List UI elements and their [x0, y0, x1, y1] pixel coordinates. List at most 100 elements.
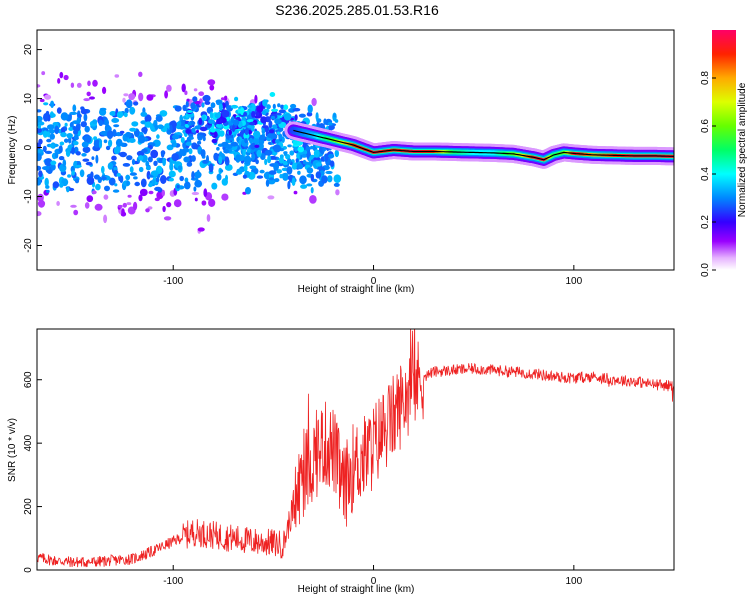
x-tick-label: 0: [371, 576, 377, 587]
spectrogram-blob: [187, 121, 192, 126]
spectrogram-blob: [169, 162, 174, 171]
spectrogram-blob: [171, 134, 180, 140]
colorbar: 0.0 0.2 0.4 0.6 0.8 Normalized spectral ampl…: [700, 30, 748, 277]
spectrogram-blob: [116, 173, 121, 177]
spectrogram-blob: [59, 182, 64, 188]
spectrogram-blob: [259, 169, 265, 174]
spectrogram-blob: [208, 198, 216, 207]
spectrogram-blob: [295, 158, 299, 163]
spectrogram-blob: [37, 211, 42, 217]
spectrogram-blob: [92, 79, 98, 87]
spectrogram-blob: [250, 142, 256, 150]
spectrogram-blob: [297, 146, 305, 153]
spectrogram-blob: [231, 125, 236, 132]
spectrogram-blob: [215, 99, 223, 104]
spectrogram-blob: [72, 104, 77, 112]
spectrogram-blob: [166, 202, 172, 208]
spectrogram-blob: [50, 160, 57, 166]
spectrogram-blob: [310, 174, 314, 182]
spectrogram-blob: [70, 204, 77, 208]
spectrogram-blob: [131, 158, 136, 165]
spectrogram-blob: [108, 139, 113, 148]
spectrogram-blob: [287, 180, 291, 190]
spectrogram-blob: [251, 153, 256, 161]
spectrogram-blob: [145, 208, 150, 213]
spectrogram-blob: [84, 202, 90, 209]
spectrogram-blob: [282, 172, 289, 181]
spectrogram-blob: [129, 172, 137, 176]
spectrogram-blob: [291, 177, 296, 186]
spectrogram-blob: [71, 146, 75, 155]
spectrogram-frame: [36, 29, 675, 271]
spectrogram-blob: [150, 149, 159, 159]
spectrogram-blob: [95, 183, 101, 191]
snr-data: [37, 329, 674, 568]
spectrogram-blob: [154, 197, 160, 202]
spectrogram-blob: [235, 154, 241, 163]
spectrogram-blob: [159, 110, 168, 117]
spectrogram-blob: [93, 136, 98, 141]
spectrogram-blob: [106, 130, 114, 140]
spectrogram-blob: [258, 112, 263, 118]
spectrogram-blob: [333, 174, 342, 183]
spectrogram-blob: [57, 78, 61, 84]
spectrogram-blob: [207, 79, 216, 86]
spectrogram-blob: [247, 104, 253, 108]
spectrogram-blob: [56, 107, 62, 114]
spectrogram-blob: [215, 123, 223, 128]
spectrogram-blob: [204, 100, 211, 105]
spectrogram-blob: [216, 146, 220, 151]
spectrogram-blob: [329, 160, 335, 167]
spectrogram-blob: [148, 190, 154, 195]
spectrogram-blob: [54, 125, 60, 135]
spectrogram-blob: [37, 165, 42, 171]
spectrogram-data: [37, 71, 674, 234]
spectrogram-blob: [201, 114, 206, 120]
spectrogram-blob: [182, 104, 187, 112]
spectrogram-blob: [188, 148, 193, 155]
spectrogram-blob: [306, 167, 314, 174]
spectrogram-blob: [225, 144, 233, 149]
spectrogram-blob: [114, 74, 120, 78]
spectrogram-blob: [119, 151, 127, 158]
y-tick-label: 10: [23, 93, 34, 105]
spectrogram-blob: [155, 115, 163, 122]
spectrogram-blob: [138, 135, 146, 144]
spectrogram-blob: [218, 130, 225, 137]
y-tick-label: 20: [23, 44, 34, 56]
spectrogram-blob: [181, 83, 186, 93]
spectrogram-blob: [37, 124, 42, 129]
spectrogram-blob: [213, 152, 219, 161]
spectrogram-blob: [42, 130, 48, 138]
spectrogram-blob: [272, 103, 276, 110]
spectrogram-blob: [84, 125, 90, 133]
spectrogram-blob: [163, 216, 172, 221]
spectrogram-blob: [128, 138, 136, 143]
spectrogram-blob: [73, 129, 79, 135]
spectrogram-blob: [133, 101, 139, 106]
spectrogram-blob: [164, 90, 169, 99]
spectrogram-blob: [270, 115, 276, 120]
spectrogram-blob: [191, 155, 196, 162]
spectrogram-blob: [100, 130, 108, 136]
spectrogram-blob: [115, 138, 123, 147]
spectrogram-blob: [185, 128, 192, 134]
spectrogram-blob: [297, 170, 301, 175]
spectrogram-blob: [197, 140, 202, 145]
spectrogram-blob: [83, 113, 88, 122]
spectrogram-blob: [208, 163, 214, 173]
spectrogram-blob: [47, 124, 55, 130]
spectrogram-blob: [73, 209, 79, 216]
spectrogram-blob: [266, 104, 271, 110]
spectrogram-blob: [270, 151, 278, 156]
spectrogram-blob: [138, 166, 144, 173]
spectrogram-blob: [105, 145, 111, 151]
spectrogram-blob: [264, 158, 268, 166]
spectrogram-blob: [265, 179, 270, 187]
spectrogram-blob: [292, 107, 301, 112]
spectrogram-blob: [192, 96, 198, 102]
spectrogram-blob: [140, 178, 147, 188]
spectrogram-blob: [188, 136, 194, 140]
spectrogram-blob: [207, 119, 215, 124]
spectrogram-blob: [168, 170, 176, 178]
